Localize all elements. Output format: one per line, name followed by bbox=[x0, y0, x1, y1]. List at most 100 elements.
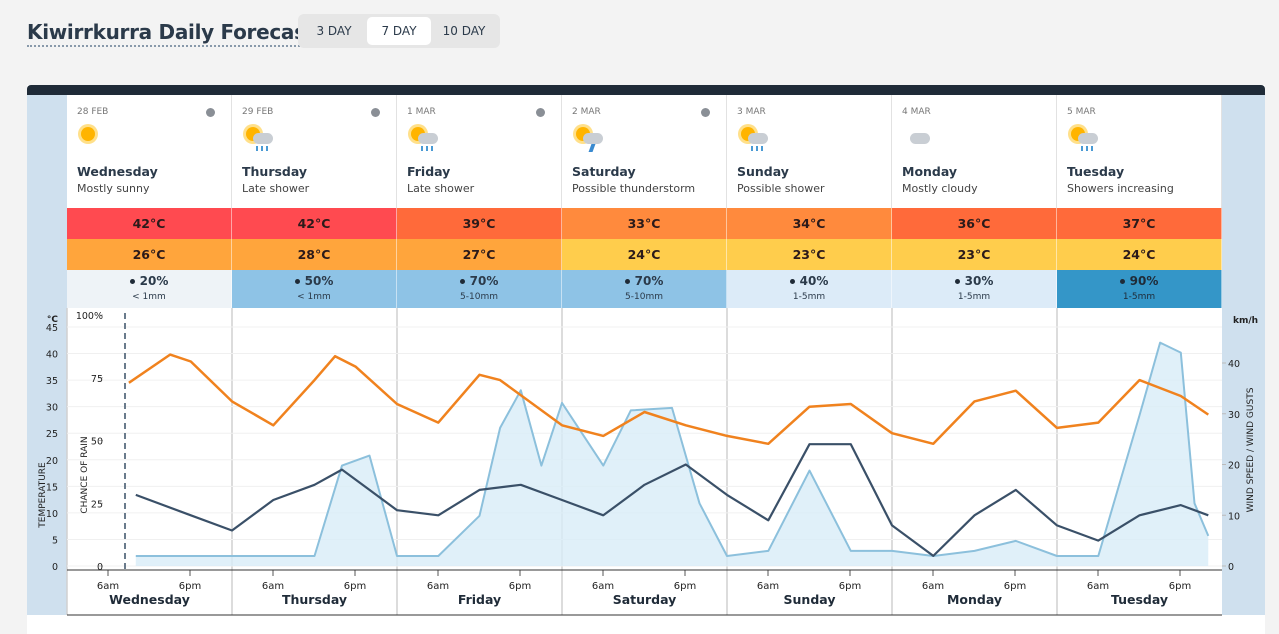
cloud bbox=[748, 133, 768, 144]
time-label: 6am bbox=[97, 581, 119, 592]
temp-unit: °C bbox=[47, 315, 59, 325]
temp-tick-label: 45 bbox=[46, 323, 58, 334]
drops bbox=[256, 146, 270, 151]
info-icon bbox=[701, 108, 710, 117]
day-card: 5 MAR Tuesday Showers increasing 37°C 24°C 90… bbox=[1057, 95, 1222, 308]
rain-chance-row: 20% bbox=[67, 274, 231, 288]
day-date: 1 MAR bbox=[407, 107, 436, 117]
range-tabs: 3 DAY 7 DAY 10 DAY bbox=[298, 14, 500, 48]
rain-drop-icon bbox=[459, 279, 465, 284]
tab[interactable]: 3 DAY bbox=[316, 24, 352, 38]
rain-drop-icon bbox=[129, 279, 135, 284]
tab[interactable]: 10 DAY bbox=[442, 24, 486, 38]
drops bbox=[1081, 146, 1095, 151]
day-date: 4 MAR bbox=[902, 107, 931, 117]
rain-chance: 40% bbox=[799, 274, 829, 288]
rain-drop-icon bbox=[624, 279, 630, 284]
wind-tick-label: 10 bbox=[1228, 511, 1240, 522]
rain-cell: 90% 1-5mm bbox=[1057, 270, 1222, 308]
rain-cell: 50% < 1mm bbox=[232, 270, 397, 308]
rain-cell: 20% < 1mm bbox=[67, 270, 232, 308]
rain-tick-label: 100% bbox=[76, 311, 103, 322]
day-summary: Showers increasing bbox=[1067, 182, 1174, 195]
weather-icon bbox=[1069, 125, 1099, 153]
rain-axis-label: CHANCE OF RAIN bbox=[80, 436, 90, 513]
wind-tick-label: 40 bbox=[1228, 359, 1240, 370]
rain-drop-icon bbox=[789, 279, 795, 284]
weather-icon bbox=[574, 125, 604, 153]
max-temp: 33°C bbox=[562, 208, 727, 239]
temp-tick-label: 0 bbox=[52, 562, 58, 573]
temp-tick-label: 25 bbox=[46, 429, 58, 440]
rain-cell: 40% 1-5mm bbox=[727, 270, 892, 308]
temp-tick-label: 15 bbox=[46, 482, 58, 493]
day-summary: Mostly sunny bbox=[77, 182, 150, 195]
time-label: 6pm bbox=[839, 581, 861, 592]
time-label: 6am bbox=[427, 581, 449, 592]
drops bbox=[751, 146, 765, 151]
sun bbox=[81, 127, 95, 141]
day-name: Sunday bbox=[737, 164, 789, 179]
info-icon bbox=[206, 108, 215, 117]
weather-icon bbox=[409, 125, 439, 153]
temp-axis-label: TEMPERATURE bbox=[38, 462, 48, 529]
day-name: Tuesday bbox=[1067, 164, 1125, 179]
max-temp: 36°C bbox=[892, 208, 1057, 239]
time-label: 6pm bbox=[674, 581, 696, 592]
day-summary: Late shower bbox=[242, 182, 310, 195]
rain-amount: 1-5mm bbox=[1122, 292, 1156, 302]
day-name: Saturday bbox=[572, 164, 636, 179]
day-summary: Late shower bbox=[407, 182, 475, 195]
day-date: 2 MAR bbox=[572, 107, 601, 117]
wind-tick-label: 30 bbox=[1228, 410, 1240, 421]
cloud bbox=[1078, 133, 1098, 144]
wind-tick-label: 0 bbox=[1228, 562, 1234, 573]
max-temp: 37°C bbox=[1057, 208, 1222, 239]
axis-day-name: Monday bbox=[947, 592, 1002, 607]
axis-day-name: Tuesday bbox=[1111, 592, 1168, 607]
axis-day-name: Thursday bbox=[282, 592, 347, 607]
rain-drop-icon bbox=[1119, 279, 1125, 284]
rain-chance: 70% bbox=[469, 274, 499, 288]
weather-icon bbox=[244, 125, 274, 153]
day-card: 3 MAR Sunday Possible shower 34°C 23°C 40% 1-5… bbox=[727, 95, 892, 308]
wind-unit: km/h bbox=[1233, 316, 1258, 326]
left-gutter bbox=[27, 95, 67, 615]
day-date: 29 FEB bbox=[242, 107, 274, 117]
day-card: 29 FEB Thursday Late shower 42°C 28°C 50% < 1m… bbox=[232, 95, 397, 308]
rain-chance: 90% bbox=[1129, 274, 1159, 288]
time-label: 6pm bbox=[344, 581, 366, 592]
rain-cell: 70% 5-10mm bbox=[562, 270, 727, 308]
day-date: 5 MAR bbox=[1067, 107, 1096, 117]
rain-chance-row: 50% bbox=[232, 274, 396, 288]
right-gutter bbox=[1222, 95, 1265, 615]
bolt bbox=[588, 144, 596, 152]
axis-day-name: Wednesday bbox=[109, 592, 190, 607]
temp-tick-label: 20 bbox=[46, 456, 58, 467]
day-summary: Possible thunderstorm bbox=[572, 182, 696, 195]
day-summary: Mostly cloudy bbox=[902, 182, 978, 195]
time-label: 6am bbox=[1087, 581, 1109, 592]
rain-cell: 30% 1-5mm bbox=[892, 270, 1057, 308]
rain-chance-row: 90% bbox=[1057, 274, 1221, 288]
time-label: 6pm bbox=[1004, 581, 1026, 592]
day-card: 28 FEB Wednesday Mostly sunny 42°C 26°C 20% < … bbox=[67, 95, 232, 308]
min-temp: 23°C bbox=[892, 239, 1057, 270]
forecast-panel: 6am 6pm Wednesday 6am 6pm Thursday 6am 6pm Frida… bbox=[27, 85, 1265, 634]
cloud bbox=[253, 133, 273, 144]
rain-amount: < 1mm bbox=[297, 292, 331, 302]
axis-day-name: Sunday bbox=[784, 592, 836, 607]
rain-tick-label: 75 bbox=[91, 374, 103, 385]
rain-chance-row: 40% bbox=[727, 274, 891, 288]
day-date: 28 FEB bbox=[77, 107, 109, 117]
min-temp: 23°C bbox=[727, 239, 892, 270]
day-date: 3 MAR bbox=[737, 107, 766, 117]
tab[interactable]: 7 DAY bbox=[367, 17, 431, 45]
rain-drop-icon bbox=[294, 279, 300, 284]
rain-chance: 20% bbox=[139, 274, 169, 288]
wind-tick-label: 20 bbox=[1228, 461, 1240, 472]
rain-chance-row: 70% bbox=[397, 274, 561, 288]
wind-line bbox=[135, 443, 1209, 557]
